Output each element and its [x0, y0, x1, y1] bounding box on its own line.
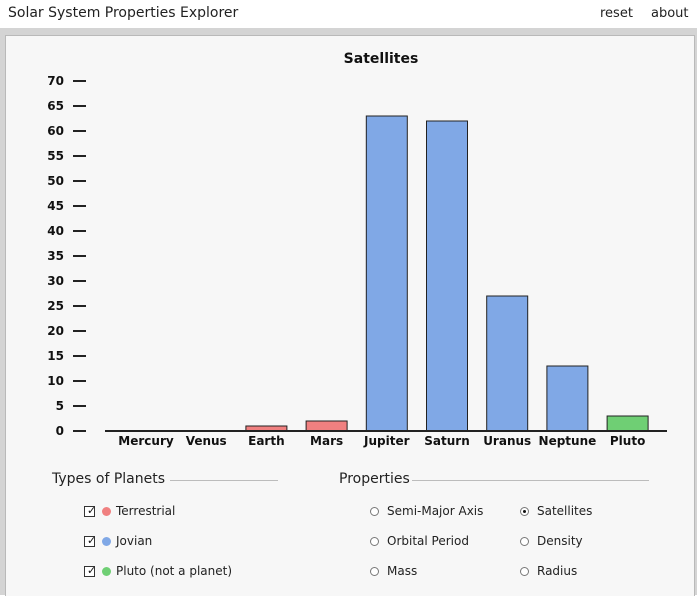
category-label-saturn: Saturn — [424, 434, 469, 448]
types-group-divider — [170, 480, 278, 481]
category-labels: Mercury Venus Earth Mars Jupiter Saturn Uranus… — [118, 434, 645, 448]
radio-button[interactable] — [370, 506, 379, 516]
y-tick-label: 5 — [56, 399, 64, 413]
radio-button-selected[interactable] — [520, 506, 529, 516]
checkmark-icon: ✓ — [87, 503, 97, 517]
radio-satellites[interactable]: Satellites — [520, 502, 592, 520]
radio-mass[interactable]: Mass — [370, 562, 417, 580]
category-label-pluto: Pluto — [610, 434, 645, 448]
radio-label: Radius — [537, 564, 578, 578]
y-tick-label: 55 — [47, 149, 64, 163]
y-tick-label: 45 — [47, 199, 64, 213]
category-label-jupiter: Jupiter — [363, 434, 410, 448]
checkbox-label: Jovian — [116, 534, 153, 548]
properties-group-title: Properties — [339, 471, 410, 487]
y-tick-label: 70 — [47, 74, 64, 88]
types-group-title: Types of Planets — [52, 471, 166, 487]
category-label-earth: Earth — [248, 434, 285, 448]
checkmark-icon: ✓ — [87, 533, 97, 547]
y-tick-label: 10 — [47, 374, 64, 388]
properties-group-divider — [412, 480, 649, 481]
y-tick-label: 20 — [47, 324, 64, 338]
radio-radius[interactable]: Radius — [520, 562, 577, 580]
y-tick-label: 65 — [47, 99, 64, 113]
main-panel — [5, 35, 695, 596]
pluto-color-dot — [102, 566, 111, 576]
radio-button[interactable] — [370, 536, 379, 546]
y-tick-label: 15 — [47, 349, 64, 363]
bar-saturn — [426, 120, 468, 432]
y-tick-label: 40 — [47, 224, 64, 238]
category-label-mercury: Mercury — [118, 434, 174, 448]
radio-semi-major-axis[interactable]: Semi-Major Axis — [370, 502, 483, 520]
checkbox-jovian[interactable]: ✓ Jovian — [84, 532, 152, 550]
radio-button[interactable] — [520, 566, 529, 576]
bar-uranus — [486, 295, 529, 432]
y-tick-label: 25 — [47, 299, 64, 313]
jovian-color-dot — [102, 536, 111, 546]
y-axis: 0 5 10 15 20 25 30 35 40 45 50 55 60 65 70 — [47, 74, 86, 438]
chart-title: Satellites — [344, 51, 419, 67]
category-label-venus: Venus — [186, 434, 227, 448]
y-tick-label: 50 — [47, 174, 64, 188]
radio-label: Satellites — [537, 504, 593, 518]
bars-group — [245, 115, 649, 432]
radio-label: Semi-Major Axis — [387, 504, 484, 518]
checkbox-label: Pluto (not a planet) — [116, 564, 233, 578]
checkmark-icon: ✓ — [87, 563, 97, 577]
title-bar: Solar System Properties Explorer reset a… — [0, 0, 697, 28]
checkbox-box[interactable]: ✓ — [84, 533, 97, 547]
category-label-uranus: Uranus — [483, 434, 531, 448]
radio-button[interactable] — [520, 536, 529, 546]
bar-mars — [305, 420, 348, 432]
radio-button[interactable] — [370, 566, 379, 576]
y-tick-label: 60 — [47, 124, 64, 138]
terrestrial-color-dot — [102, 506, 111, 516]
checkbox-label: Terrestrial — [116, 504, 176, 518]
reset-link[interactable]: reset — [600, 6, 633, 21]
radio-label: Density — [537, 534, 583, 548]
y-tick-label: 30 — [47, 274, 64, 288]
category-label-mars: Mars — [310, 434, 343, 448]
satellites-bar-chart: Satellites 0510152025303540455055606570 … — [47, 51, 667, 448]
checkbox-terrestrial[interactable]: ✓ Terrestrial — [84, 502, 175, 520]
bar-neptune — [546, 365, 589, 432]
bar-jupiter — [365, 115, 408, 432]
radio-density[interactable]: Density — [520, 532, 583, 550]
y-tick-label: 35 — [47, 249, 64, 263]
radio-label: Mass — [387, 564, 418, 578]
y-tick-label: 0 — [56, 424, 64, 438]
radio-label: Orbital Period — [387, 534, 469, 548]
about-link[interactable]: about — [651, 6, 689, 21]
bar-pluto — [606, 415, 649, 432]
radio-orbital-period[interactable]: Orbital Period — [370, 532, 469, 550]
app-title: Solar System Properties Explorer — [8, 5, 239, 21]
checkbox-box[interactable]: ✓ — [84, 503, 97, 517]
checkbox-pluto[interactable]: ✓ Pluto (not a planet) — [84, 562, 232, 580]
checkbox-box[interactable]: ✓ — [84, 563, 97, 577]
category-label-neptune: Neptune — [539, 434, 597, 448]
